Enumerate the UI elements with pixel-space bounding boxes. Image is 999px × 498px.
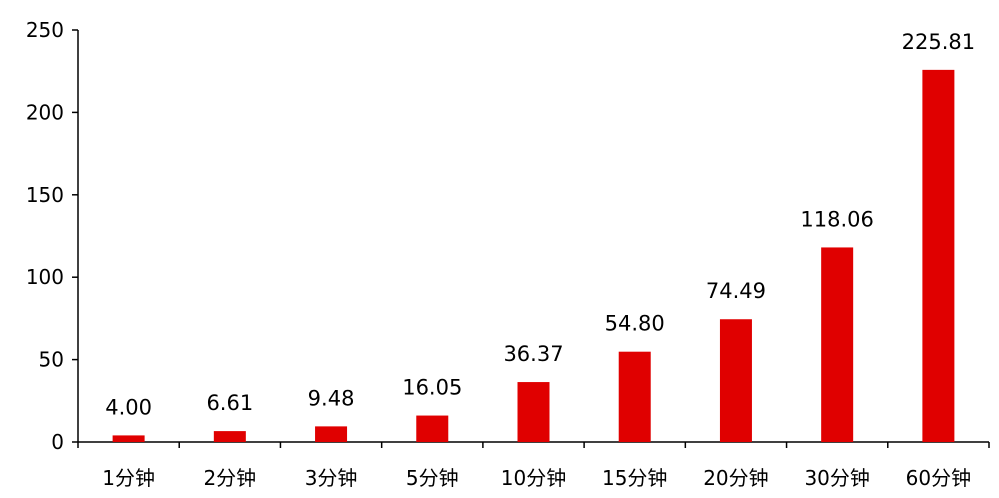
x-tick-label: 1分钟 <box>102 466 155 490</box>
data-labels: 4.00 6.61 9.48 16.05 36.37 54.80 74.49 118.06 22… <box>105 30 975 420</box>
bar <box>719 319 752 442</box>
bar-value-label: 36.37 <box>503 342 563 366</box>
bar-series <box>112 69 955 443</box>
bar <box>517 382 550 442</box>
bar-value-label: 4.00 <box>105 395 152 419</box>
bar <box>416 415 449 442</box>
bar <box>618 351 651 442</box>
y-tick-label: 0 <box>51 430 64 454</box>
bar-value-label: 6.61 <box>206 391 253 415</box>
x-axis: 1分钟 2分钟 3分钟 5分钟 10分钟 15分钟 20分钟 30分钟 60分钟 <box>77 441 990 490</box>
bar <box>315 426 348 442</box>
x-tick-label: 30分钟 <box>804 466 869 490</box>
y-tick-label: 200 <box>26 100 64 124</box>
bar <box>922 69 955 443</box>
x-tick-label: 10分钟 <box>501 466 566 490</box>
bar <box>112 435 145 442</box>
bar-value-label: 74.49 <box>706 279 766 303</box>
y-tick-label: 250 <box>26 18 64 42</box>
x-tick-label: 20分钟 <box>703 466 768 490</box>
x-tick-label: 60分钟 <box>906 466 971 490</box>
x-tick-label: 2分钟 <box>203 466 256 490</box>
bar-value-label: 118.06 <box>800 207 873 231</box>
y-tick-label: 100 <box>26 265 64 289</box>
bar <box>213 431 246 442</box>
y-tick-label: 150 <box>26 183 64 207</box>
bar <box>821 247 854 442</box>
x-tick-label: 5分钟 <box>406 466 459 490</box>
y-axis: 0 50 100 150 200 250 <box>26 18 79 454</box>
y-tick-label: 50 <box>39 348 64 372</box>
bar-value-label: 16.05 <box>402 376 462 400</box>
x-tick-label: 15分钟 <box>602 466 667 490</box>
bar-value-label: 225.81 <box>902 30 975 54</box>
x-tick-label: 3分钟 <box>305 466 358 490</box>
bar-value-label: 9.48 <box>308 386 355 410</box>
bar-value-label: 54.80 <box>605 312 665 336</box>
